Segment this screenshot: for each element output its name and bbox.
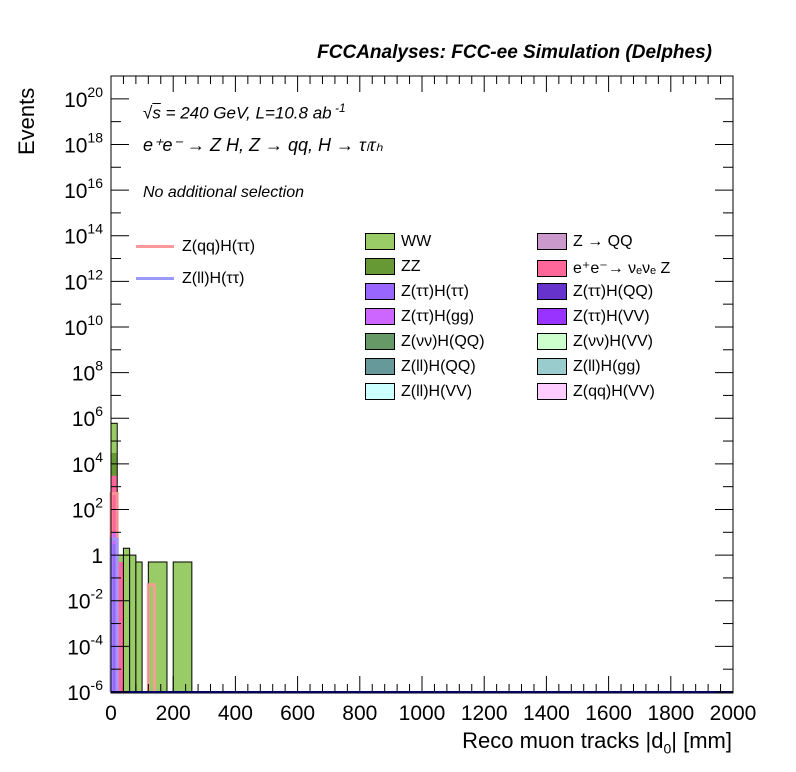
bar-segment — [111, 544, 118, 692]
legend-swatch — [537, 260, 567, 278]
annotation-energy-lumi: √s = 240 GeV, L=10.8 ab -1 — [143, 101, 346, 124]
sqrt-symbol: √ — [143, 103, 153, 123]
legend-label: Z(ττ)H(gg) — [401, 308, 475, 325]
x-tick-label: 800 — [342, 702, 377, 725]
chart-header-title: FCCAnalyses: FCC-ee Simulation (Delphes) — [317, 42, 712, 63]
lumi-exponent: -1 — [331, 101, 346, 115]
bar-segment — [135, 561, 143, 692]
annotation-selection: No additional selection — [143, 184, 304, 201]
x-tick-label: 0 — [105, 702, 117, 725]
energy-text: = 240 GeV, L=10.8 ab — [160, 103, 332, 123]
x-tick-label: 1800 — [647, 702, 694, 725]
legend-swatch — [365, 258, 395, 276]
legend-label: Z(qq)H(VV) — [573, 383, 655, 400]
legend-line-label: Z(ll)H(ττ) — [182, 270, 245, 287]
bar-segment — [129, 555, 136, 692]
y-tick-label: 108 — [72, 358, 103, 386]
y-tick-label: 10-2 — [67, 586, 103, 614]
legend-item: Z → QQ — [537, 233, 633, 251]
legend-swatch — [365, 383, 395, 401]
legend-item: Z(ττ)H(QQ) — [537, 283, 653, 301]
x-axis-title-suffix: | [mm] — [671, 728, 732, 753]
legend-swatch — [537, 383, 567, 401]
y-tick-label: 10-4 — [67, 631, 103, 659]
y-tick-label: 1 — [91, 545, 103, 568]
bar-segment — [123, 548, 130, 692]
y-tick-label: 1020 — [64, 84, 103, 112]
bar-segment — [173, 561, 192, 692]
legend-line-zqq-htautau: Z(qq)H(ττ) — [136, 238, 255, 256]
legend-label: Z(νν)H(VV) — [573, 333, 653, 350]
x-tick-label: 1400 — [523, 702, 570, 725]
legend-swatch — [537, 233, 567, 251]
y-tick-label: 1016 — [64, 175, 103, 203]
sqrt-s: s — [152, 103, 161, 123]
legend-label: WW — [401, 233, 432, 250]
legend-swatch — [537, 308, 567, 326]
x-tick-label: 600 — [280, 702, 315, 725]
x-axis-ticks: 0 200 400 600 800 1000 1200 1400 1600 1800 2000 — [105, 76, 756, 725]
y-axis-ticks: 10-6 10-4 10-2 1 102 104 106 108 1010 1012 1014 101… — [64, 84, 733, 705]
legend-item: Z(ττ)H(ττ) — [365, 283, 469, 301]
legend-item: ZZ — [365, 258, 421, 276]
legend-item: Z(ll)H(gg) — [537, 358, 641, 376]
legend-label: Z(ττ)H(QQ) — [573, 283, 654, 300]
legend-swatch — [537, 358, 567, 376]
legend-label: Z(νν)H(QQ) — [401, 333, 485, 350]
legend-label: Z(ll)H(VV) — [401, 383, 473, 400]
legend-label: e⁺e⁻→ νₑνₑ Z — [573, 260, 671, 277]
y-tick-label: 1012 — [64, 266, 103, 294]
bar-segment — [148, 561, 167, 692]
legend-line-swatch — [136, 245, 174, 249]
overlay-step — [146, 583, 157, 692]
x-tick-label: 200 — [156, 702, 191, 725]
legend-item: Z(ττ)H(VV) — [537, 308, 650, 326]
x-tick-label: 2000 — [710, 702, 757, 725]
x-tick-label: 400 — [218, 702, 253, 725]
legend-item: Z(νν)H(QQ) — [365, 333, 485, 351]
x-axis-title-sub: 0 — [663, 740, 672, 757]
y-tick-label: 104 — [72, 449, 103, 477]
legend-swatch — [365, 283, 395, 301]
x-tick-label: 1000 — [399, 702, 446, 725]
x-axis-title: Reco muon tracks |d0| [mm] — [462, 728, 732, 756]
y-axis-title: Events — [14, 87, 39, 155]
legend-swatch — [537, 283, 567, 301]
legend-swatch — [365, 333, 395, 351]
legend-item: WW — [365, 233, 431, 251]
legend-item: Z(ll)H(QQ) — [365, 358, 476, 376]
legend-item: e⁺e⁻→ νₑνₑ Z — [537, 258, 670, 278]
annotation-process: e⁺e⁻ → Z H, Z → qq, H → τₗτₕ — [143, 135, 383, 155]
legend-line-zll-htautau: Z(ll)H(ττ) — [136, 270, 244, 288]
legend-label: Z(ττ)H(VV) — [573, 308, 650, 325]
legend-line-swatch — [136, 277, 174, 281]
legend-label: Z(ll)H(gg) — [573, 358, 641, 375]
x-axis-title-main: Reco muon tracks |d — [462, 728, 664, 753]
legend-item: Z(νν)H(VV) — [537, 333, 653, 351]
histogram-bars — [110, 422, 193, 693]
legend-swatch — [365, 233, 395, 251]
legend-swatch — [365, 358, 395, 376]
legend-label: Z(ll)H(QQ) — [401, 358, 476, 375]
legend-label: ZZ — [401, 258, 421, 275]
y-tick-label: 10-6 — [67, 677, 103, 705]
legend-swatch — [365, 308, 395, 326]
legend-label: Z → QQ — [573, 233, 633, 250]
x-tick-label: 1600 — [585, 702, 632, 725]
legend-label: Z(ττ)H(ττ) — [401, 283, 469, 300]
y-tick-label: 106 — [72, 403, 103, 431]
y-tick-label: 1010 — [64, 312, 103, 340]
y-tick-label: 1014 — [64, 221, 103, 249]
y-tick-label: 1018 — [64, 129, 103, 157]
y-tick-label: 102 — [72, 494, 103, 522]
legend-item: Z(qq)H(VV) — [537, 383, 655, 401]
legend-swatch — [537, 333, 567, 351]
legend-item: Z(ll)H(VV) — [365, 383, 472, 401]
x-tick-label: 1200 — [461, 702, 508, 725]
legend-item: Z(ττ)H(gg) — [365, 308, 474, 326]
legend-line-label: Z(qq)H(ττ) — [182, 238, 256, 255]
bar-segment — [117, 561, 124, 692]
